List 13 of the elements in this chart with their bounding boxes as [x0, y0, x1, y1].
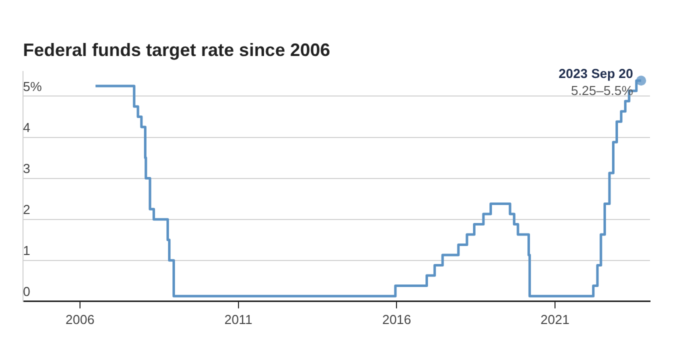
x-tick-label: 2011	[224, 312, 252, 327]
annotation: 2023 Sep 20	[558, 66, 634, 82]
annotation: 5.25–5.5%	[570, 83, 634, 98]
y-tick-label: 2	[23, 202, 30, 217]
y-tick-label: 4	[23, 120, 30, 135]
x-tick-label: 2006	[66, 312, 94, 327]
y-tick-label: 1	[23, 242, 30, 258]
x-tick-label: 2021	[540, 312, 570, 327]
chart-title: Federal funds target rate since 2006	[23, 40, 330, 60]
y-tick-label: 5%	[23, 78, 42, 94]
y-tick-label: 0	[23, 284, 30, 299]
y-tick-label: 3	[23, 160, 30, 176]
x-tick-label: 2016	[382, 312, 412, 327]
